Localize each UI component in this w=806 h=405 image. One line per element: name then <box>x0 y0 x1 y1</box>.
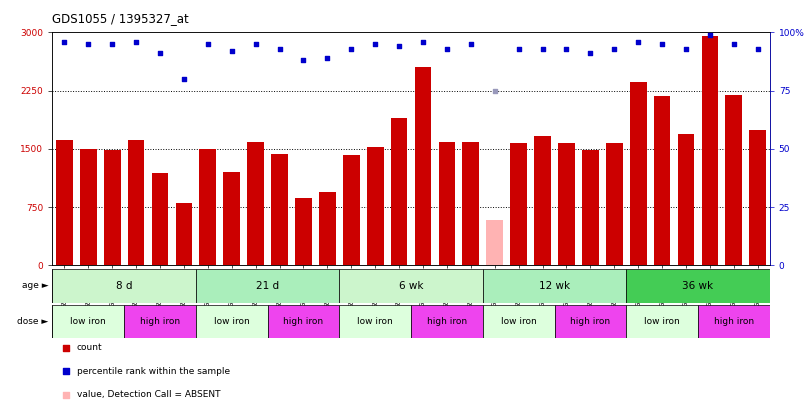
Point <box>368 41 382 47</box>
Text: high iron: high iron <box>140 317 180 326</box>
Bar <box>486 220 503 265</box>
Bar <box>582 149 599 265</box>
Bar <box>483 305 555 338</box>
Text: high iron: high iron <box>714 317 754 326</box>
Text: high iron: high iron <box>571 317 610 326</box>
Text: GDS1055 / 1395327_at: GDS1055 / 1395327_at <box>52 12 189 25</box>
Point <box>727 41 740 47</box>
Text: 8 d: 8 d <box>116 281 132 291</box>
Point <box>488 87 501 94</box>
Text: percentile rank within the sample: percentile rank within the sample <box>77 367 230 376</box>
Bar <box>52 269 196 303</box>
Text: low iron: low iron <box>644 317 680 326</box>
Bar <box>558 143 575 265</box>
Bar <box>80 149 97 265</box>
Text: high iron: high iron <box>427 317 467 326</box>
Bar <box>152 173 168 265</box>
Point <box>58 38 71 45</box>
Text: low iron: low iron <box>357 317 393 326</box>
Text: low iron: low iron <box>501 317 537 326</box>
Point <box>584 50 596 57</box>
Bar <box>56 140 73 265</box>
Bar <box>483 269 626 303</box>
Point <box>60 392 73 398</box>
Bar <box>698 305 770 338</box>
Point <box>393 43 405 50</box>
Point <box>130 38 143 45</box>
Text: value, Detection Call = ABSENT: value, Detection Call = ABSENT <box>77 390 220 399</box>
Point <box>560 45 573 52</box>
Point <box>536 45 549 52</box>
Point <box>704 32 717 38</box>
Bar <box>438 142 455 265</box>
Bar <box>127 140 144 265</box>
Text: age ►: age ► <box>22 281 48 290</box>
Point <box>440 45 453 52</box>
Bar <box>750 130 767 265</box>
Bar <box>319 192 336 265</box>
Bar <box>247 142 264 265</box>
Bar <box>295 198 312 265</box>
Point <box>655 41 668 47</box>
Point <box>249 41 262 47</box>
Text: low iron: low iron <box>70 317 106 326</box>
Text: 21 d: 21 d <box>256 281 279 291</box>
Bar <box>463 142 480 265</box>
Text: 12 wk: 12 wk <box>539 281 570 291</box>
Bar <box>268 305 339 338</box>
Point <box>60 368 73 375</box>
Bar <box>391 118 408 265</box>
Bar <box>104 149 121 265</box>
Point <box>679 45 692 52</box>
Bar <box>626 305 698 338</box>
Bar <box>52 305 124 338</box>
Point <box>751 45 764 52</box>
Bar <box>654 96 671 265</box>
Text: count: count <box>77 343 102 352</box>
Bar <box>124 305 196 338</box>
Text: high iron: high iron <box>284 317 323 326</box>
Bar <box>223 172 240 265</box>
Bar <box>534 136 551 265</box>
Point <box>225 48 239 54</box>
Bar <box>339 305 411 338</box>
Point <box>81 41 95 47</box>
Text: 6 wk: 6 wk <box>399 281 423 291</box>
Bar <box>196 305 268 338</box>
Bar <box>606 143 623 265</box>
Text: 36 wk: 36 wk <box>683 281 713 291</box>
Bar <box>629 82 646 265</box>
Bar <box>196 269 339 303</box>
Point <box>464 41 477 47</box>
Bar <box>271 154 288 265</box>
Point <box>177 76 190 82</box>
Point <box>321 55 334 61</box>
Point <box>60 344 73 351</box>
Point <box>153 50 166 57</box>
Point <box>608 45 621 52</box>
Point <box>632 38 645 45</box>
Bar <box>701 36 718 265</box>
Bar <box>725 94 742 265</box>
Point <box>345 45 358 52</box>
Point <box>202 41 214 47</box>
Bar <box>176 203 193 265</box>
Bar <box>411 305 483 338</box>
Bar <box>626 269 770 303</box>
Point <box>297 57 310 64</box>
Bar <box>678 134 695 265</box>
Bar <box>510 143 527 265</box>
Point <box>273 45 286 52</box>
Bar <box>199 149 216 265</box>
Point <box>513 45 526 52</box>
Text: dose ►: dose ► <box>17 317 48 326</box>
Bar <box>343 155 359 265</box>
Bar <box>555 305 626 338</box>
Bar <box>367 147 384 265</box>
Text: low iron: low iron <box>214 317 250 326</box>
Point <box>417 38 430 45</box>
Bar <box>414 66 431 265</box>
Bar <box>339 269 483 303</box>
Point <box>106 41 118 47</box>
